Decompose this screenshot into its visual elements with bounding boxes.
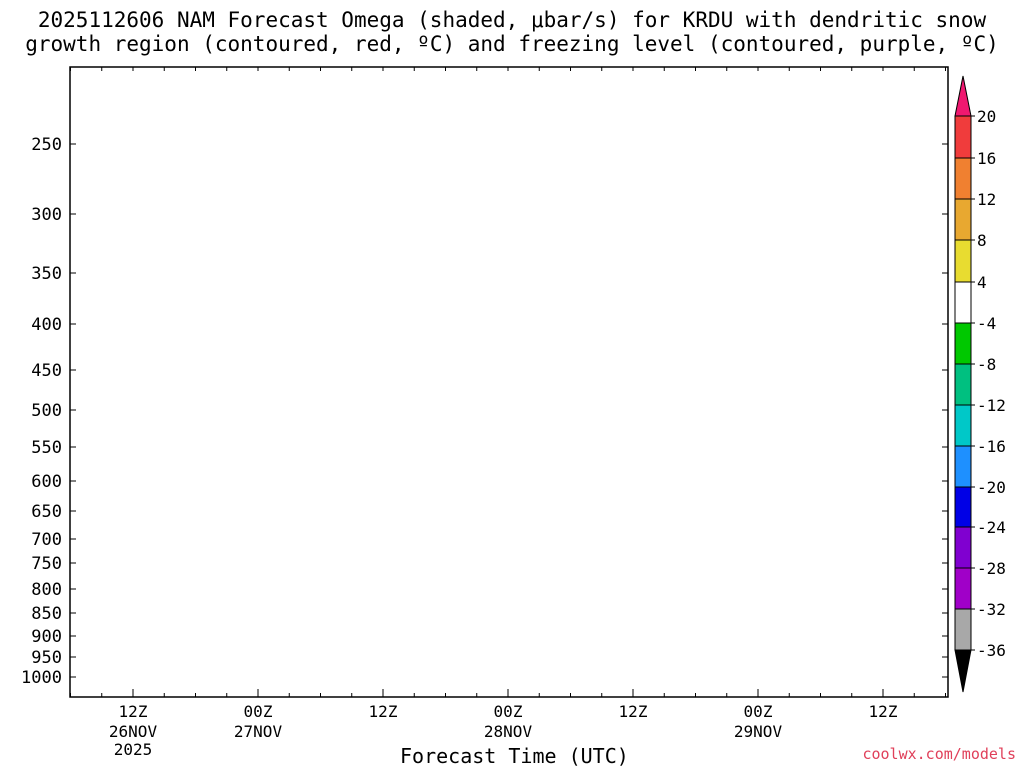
colorbar: 20 16 12 8 4 -4 -8 -12 -16 -20 -24 -28 -32 -36 (954, 75, 1006, 693)
y-tick-label: 600 (31, 472, 62, 492)
colorbar-segment (954, 157, 972, 200)
x-tick-date-label: 28NOV (484, 722, 533, 741)
colorbar-label: 20 (977, 107, 996, 126)
x-tick-label: 00Z (494, 702, 523, 721)
x-tick-label: 00Z (244, 702, 273, 721)
x-tick-date-label: 26NOV (109, 722, 158, 741)
colorbar-label: -16 (977, 437, 1006, 456)
colorbar-label: 8 (977, 231, 987, 250)
chart-title-line2: growth region (contoured, red, ºC) and f… (25, 32, 999, 56)
colorbar-label: 4 (977, 273, 987, 292)
y-tick-label: 350 (31, 264, 62, 284)
x-tick-label: 00Z (744, 702, 773, 721)
x-tick-label: 12Z (369, 702, 398, 721)
y-tick-label: 700 (31, 530, 62, 550)
colorbar-segment (954, 239, 972, 283)
colorbar-label: -12 (977, 396, 1006, 415)
y-tick-label: 850 (31, 604, 62, 624)
colorbar-label: -36 (977, 641, 1006, 660)
y-tick-label: 550 (31, 438, 62, 458)
colorbar-label: -20 (977, 478, 1006, 497)
x-tick-date-label: 29NOV (734, 722, 783, 741)
colorbar-segment (954, 198, 972, 241)
colorbar-label: 16 (977, 149, 996, 168)
colorbar-label: -24 (977, 518, 1006, 537)
y-tick-label: 650 (31, 502, 62, 522)
colorbar-segment (954, 404, 972, 447)
y-tick-label: 950 (31, 648, 62, 668)
x-tick-label: 12Z (619, 702, 648, 721)
colorbar-cap-bottom (954, 649, 972, 693)
x-tick-year-label: 2025 (114, 740, 153, 759)
colorbar-cap-top (954, 75, 972, 117)
colorbar-segment (954, 445, 972, 488)
colorbar-segment (954, 486, 972, 528)
y-tick-label: 250 (31, 135, 62, 155)
y-tick-label: 300 (31, 205, 62, 225)
chart-title-line1: 2025112606 NAM Forecast Omega (shaded, μ… (37, 8, 987, 32)
colorbar-label: -32 (977, 600, 1006, 619)
y-tick-label: 1000 (21, 668, 62, 688)
x-tick-label: 12Z (869, 702, 898, 721)
colorbar-label: -4 (977, 314, 996, 333)
colorbar-segment (954, 115, 972, 159)
y-tick-label: 500 (31, 401, 62, 421)
colorbar-segment (954, 608, 972, 651)
colorbar-segment (954, 567, 972, 610)
x-tick-date-label: 27NOV (234, 722, 283, 741)
y-tick-label: 800 (31, 580, 62, 600)
colorbar-label: 12 (977, 190, 996, 209)
colorbar-segment (954, 363, 972, 406)
axes: 250 300 350 400 450 500 550 600 650 700 750 800 850 9… (21, 66, 949, 759)
y-tick-label: 450 (31, 361, 62, 381)
x-tick-label: 12Z (119, 702, 148, 721)
y-tick-label: 750 (31, 554, 62, 574)
y-tick-label: 400 (31, 315, 62, 335)
colorbar-segment (954, 526, 972, 569)
site-credit: coolwx.com/models (862, 745, 1016, 763)
colorbar-label: -8 (977, 355, 996, 374)
colorbar-label: -28 (977, 559, 1006, 578)
colorbar-segment (954, 322, 972, 365)
y-tick-label: 900 (31, 627, 62, 647)
colorbar-segment (954, 281, 972, 324)
x-axis-title: Forecast Time (UTC) (400, 744, 629, 768)
plot-frame (69, 66, 949, 698)
